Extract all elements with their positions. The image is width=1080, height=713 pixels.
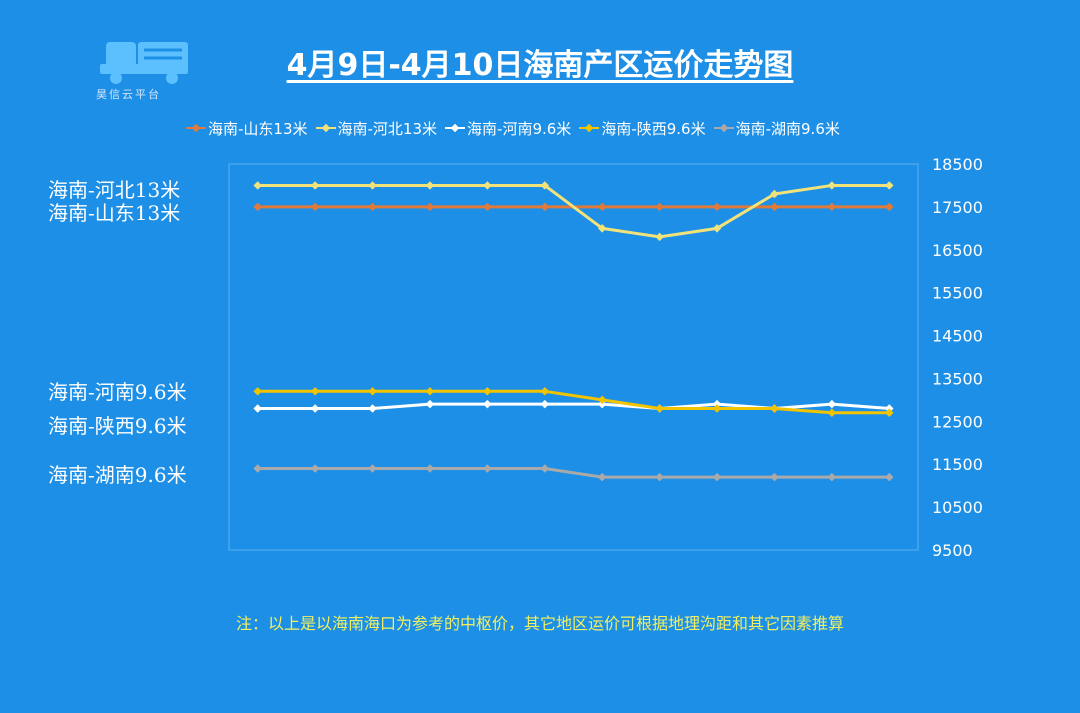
series-4-point-11 xyxy=(827,408,837,417)
series-4-point-12 xyxy=(885,408,894,417)
y-tick-label-6: 15500 xyxy=(932,284,983,303)
series-4-point-10 xyxy=(770,404,779,413)
legend-item-3: 海南-河南9.6米 xyxy=(445,118,571,139)
legend-label-3: 海南-河南9.6米 xyxy=(467,119,572,138)
legend-swatch-2 xyxy=(315,123,336,133)
series-5-point-5 xyxy=(483,464,492,473)
series-5-point-10 xyxy=(770,472,779,482)
series-1-point-6 xyxy=(540,202,550,212)
series-2-point-8 xyxy=(655,232,664,242)
series-2-point-2 xyxy=(310,181,320,190)
series-1-point-7 xyxy=(597,202,607,212)
y-tick-label-4: 13500 xyxy=(932,369,983,388)
legend-item-5: 海南-湖南9.6米 xyxy=(713,118,840,139)
series-4-point-3 xyxy=(368,387,377,396)
series-1-point-1 xyxy=(253,202,262,212)
series-1-point-3 xyxy=(368,202,377,212)
series-4-point-1 xyxy=(253,387,262,396)
legend-label-2: 海南-河北13米 xyxy=(337,119,438,138)
logo-text: 昊信云平台 xyxy=(96,88,161,101)
legend-item-2: 海南-河北13米 xyxy=(315,118,438,139)
series-5-point-3 xyxy=(368,464,377,473)
footnote: 注：以上是以海南海口为参考的中枢价，其它地区运价可根据地理沟距和其它因素推算 xyxy=(235,614,844,633)
series-3-point-3 xyxy=(368,404,377,413)
series-5-point-1 xyxy=(253,464,262,473)
series-line-5 xyxy=(257,467,890,479)
plot-area-frame xyxy=(228,163,919,551)
legend-label-4: 海南-陕西9.6米 xyxy=(601,119,706,138)
legend-swatch-4 xyxy=(579,123,600,133)
series-4-point-7 xyxy=(597,395,607,405)
series-line-3 xyxy=(257,402,890,410)
legend-item-1: 海南-山东13米 xyxy=(186,118,308,139)
series-2-point-5 xyxy=(483,181,492,190)
side-label-hebei: 海南-河北13米 xyxy=(48,178,181,202)
side-label-shaanxi: 海南-陕西9.6米 xyxy=(48,414,187,438)
series-5-point-8 xyxy=(655,472,664,482)
y-tick-label-8: 17500 xyxy=(932,198,983,217)
y-tick-label-5: 14500 xyxy=(932,327,983,346)
y-tick-label-1: 10500 xyxy=(932,498,983,517)
series-5-point-6 xyxy=(540,464,550,473)
series-5-point-12 xyxy=(885,472,894,482)
series-line-4 xyxy=(257,389,890,415)
series-5-point-4 xyxy=(425,464,435,473)
series-3-point-7 xyxy=(597,399,607,409)
series-3-point-12 xyxy=(885,404,894,413)
series-4-point-5 xyxy=(483,387,492,396)
series-2-point-11 xyxy=(827,181,837,190)
series-2-point-1 xyxy=(253,181,262,190)
series-3-point-4 xyxy=(425,399,435,409)
series-3-point-9 xyxy=(712,399,722,409)
series-line-2 xyxy=(257,183,890,239)
legend-swatch-5 xyxy=(713,123,734,133)
series-3-point-2 xyxy=(310,404,320,413)
y-tick-label-3: 12500 xyxy=(932,412,983,431)
legend-item-4: 海南-陕西9.6米 xyxy=(579,118,706,139)
series-1-point-5 xyxy=(483,202,492,212)
chart-title: 4月9日-4月10日海南产区运价走势图 xyxy=(286,48,794,83)
series-4-point-8 xyxy=(655,404,664,413)
y-tick-label-9: 18500 xyxy=(932,155,983,174)
series-1-point-8 xyxy=(655,202,664,212)
series-5-point-2 xyxy=(310,464,320,473)
y-tick-label-2: 11500 xyxy=(932,455,983,474)
series-4-point-4 xyxy=(425,387,435,396)
series-5-point-7 xyxy=(597,472,607,482)
legend-swatch-3 xyxy=(445,123,466,133)
chart-legend: 海南-山东13米 海南-河北13米 海南-河南9.6米 海南-陕西9.6米 海南… xyxy=(186,118,840,138)
series-4-point-9 xyxy=(712,404,722,413)
series-2-point-12 xyxy=(885,181,894,190)
series-3-point-1 xyxy=(253,404,262,413)
y-tick-label-7: 16500 xyxy=(932,241,983,260)
series-4-point-2 xyxy=(310,387,320,396)
series-4-point-6 xyxy=(540,387,550,396)
series-3-point-5 xyxy=(483,399,492,409)
series-1-point-4 xyxy=(425,202,435,212)
series-2-point-4 xyxy=(425,181,435,190)
series-1-point-9 xyxy=(712,202,722,212)
side-label-shandong: 海南-山东13米 xyxy=(48,201,181,225)
series-1-point-2 xyxy=(310,202,320,212)
series-3-point-11 xyxy=(827,399,837,409)
series-3-point-6 xyxy=(540,399,550,409)
series-5-point-11 xyxy=(827,472,837,482)
series-1-point-10 xyxy=(770,202,779,212)
truck-logo-icon xyxy=(100,42,188,84)
series-1-point-12 xyxy=(885,202,894,212)
series-2-point-3 xyxy=(368,181,377,190)
side-label-henan: 海南-河南9.6米 xyxy=(48,380,187,404)
series-5-point-9 xyxy=(712,472,722,482)
series-1-point-11 xyxy=(827,202,837,212)
legend-label-5: 海南-湖南9.6米 xyxy=(735,119,840,138)
legend-label-1: 海南-山东13米 xyxy=(208,119,308,138)
legend-swatch-1 xyxy=(186,123,206,133)
y-tick-label-0: 9500 xyxy=(932,541,973,560)
side-label-hunan: 海南-湖南9.6米 xyxy=(48,463,187,487)
